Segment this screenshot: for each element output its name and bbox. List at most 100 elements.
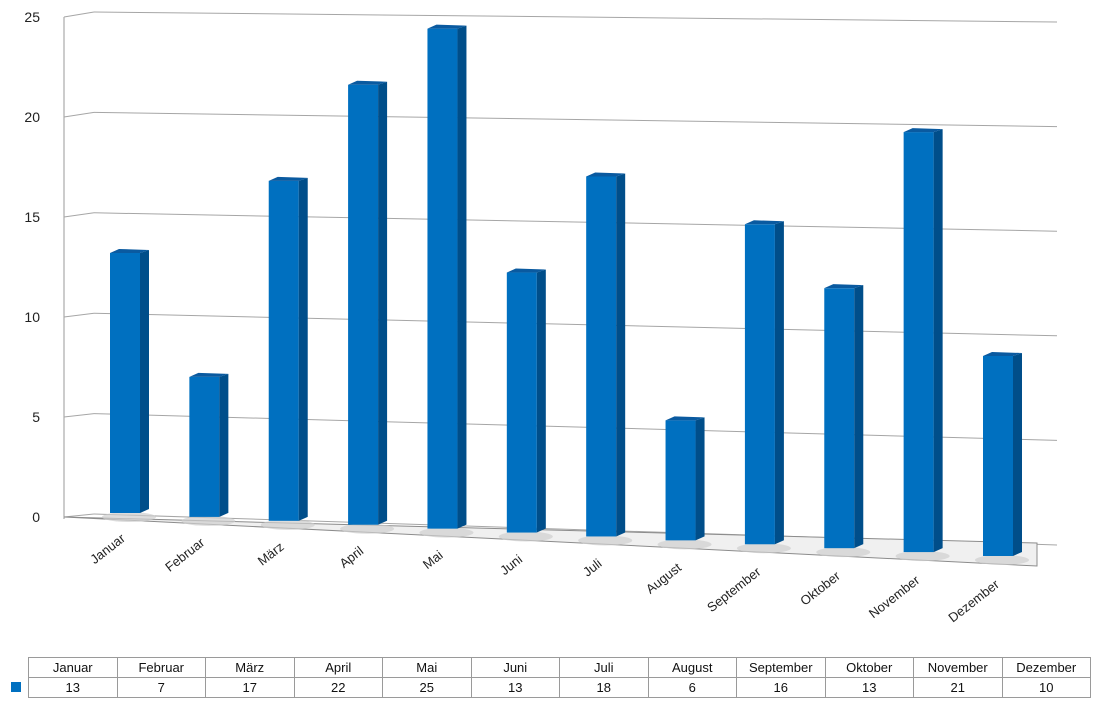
table-value-cell: 13 [28, 677, 118, 698]
bar-top [665, 416, 705, 421]
x-tick-label: Oktober [797, 568, 843, 609]
bar-märz [260, 176, 315, 530]
bar-front [824, 288, 855, 549]
gridline-wall [63, 11, 95, 18]
gridline [93, 11, 1058, 23]
bar-dezember [975, 352, 1029, 565]
bar-side [616, 173, 626, 537]
gridline-wall [63, 111, 95, 118]
y-tick-label: 20 [24, 109, 40, 125]
table-header-cell: Juli [559, 657, 649, 678]
y-tick-label: 15 [24, 209, 40, 225]
bar-side [774, 221, 784, 545]
bar-mai [419, 24, 474, 538]
gridline-wall [63, 212, 95, 218]
x-tick-label: November [866, 572, 923, 621]
bar-shadow [736, 543, 791, 554]
data-table: Januar Februar März April Mai Juni Juli August S… [28, 657, 1091, 698]
y-tick-label: 5 [32, 409, 40, 425]
x-tick-label: August [643, 560, 684, 597]
bar-november [895, 128, 950, 562]
bar-side [1013, 353, 1022, 556]
bar-side [695, 417, 705, 541]
gridline [93, 111, 1058, 128]
bar-top [506, 268, 546, 273]
gridline [93, 212, 1058, 232]
gridline-wall [63, 413, 95, 418]
bar-shadow [102, 512, 156, 522]
bar-shadow [340, 523, 395, 534]
bar-juli [578, 172, 633, 546]
bar-front [586, 176, 617, 537]
table-header-cell: Mai [382, 657, 472, 678]
gridline [93, 413, 1058, 441]
bar-top [824, 284, 864, 289]
table-value-cell: 25 [382, 677, 472, 698]
x-tick-label: Januar [87, 530, 128, 567]
bar-side [536, 269, 546, 533]
bar-top [348, 80, 388, 85]
x-tick-label: März [255, 539, 287, 569]
table-header-cell: Dezember [1001, 657, 1091, 678]
bar-oktober [816, 284, 871, 558]
bar-side [854, 285, 864, 549]
table-value-cell: 13 [470, 677, 560, 698]
table-value-cell: 10 [1001, 677, 1091, 698]
bar-side [457, 25, 467, 529]
bar-side [378, 81, 388, 525]
bar-front [983, 356, 1013, 556]
bar-front [427, 28, 458, 529]
table-header-cell: Februar [116, 657, 206, 678]
gridline-wall [63, 312, 95, 318]
table-header-cell: August [647, 657, 737, 678]
table-value-cell: 6 [647, 677, 737, 698]
bar-shadow [419, 527, 474, 538]
x-tick-label: Juni [497, 551, 525, 578]
bar-front [744, 224, 775, 545]
table-value-cell: 16 [736, 677, 826, 698]
y-axis-ticks: 0 5 10 15 20 25 [24, 9, 40, 525]
bar-top [983, 352, 1022, 356]
bar-front [348, 84, 379, 525]
bar-front [268, 180, 299, 521]
bar-shadow [816, 547, 871, 558]
bar-side [298, 177, 308, 521]
bar-top [744, 220, 784, 225]
bar-januar [102, 249, 156, 522]
bar-front [110, 253, 140, 513]
bar-shadow [181, 515, 236, 526]
data-table-header-row: Januar Februar März April Mai Juni Juli August S… [28, 657, 1091, 678]
chart-plot: 0 5 10 15 20 25 Januar Februar März April Mai Juni… [24, 9, 1058, 625]
bar-juni [498, 268, 553, 542]
table-header-cell: April [293, 657, 383, 678]
bar-august [657, 416, 712, 550]
bar-top [189, 372, 229, 377]
bar-top [427, 24, 467, 29]
bar-september [736, 220, 791, 554]
table-header-cell: Juni [470, 657, 560, 678]
y-tick-label: 25 [24, 9, 40, 25]
gridline [93, 312, 1058, 337]
bar-shadow [657, 539, 712, 550]
bar-top [110, 249, 149, 253]
bar-februar [181, 372, 236, 526]
x-tick-label: Februar [162, 534, 208, 574]
x-tick-label: September [704, 564, 764, 615]
legend-key [11, 682, 21, 692]
y-tick-label: 0 [32, 509, 40, 525]
bar-shadow [975, 555, 1029, 565]
table-value-cell: 18 [559, 677, 649, 698]
bar-shadow [895, 551, 950, 562]
table-value-cell: 13 [824, 677, 914, 698]
table-header-cell: Oktober [824, 657, 914, 678]
bar-shadow [498, 531, 553, 542]
bar-front [506, 272, 537, 533]
table-value-cell: 17 [205, 677, 295, 698]
x-tick-label: Dezember [945, 576, 1002, 625]
gridline-wall [63, 513, 95, 518]
table-value-cell: 22 [293, 677, 383, 698]
table-header-cell: September [736, 657, 826, 678]
data-table-value-row: 13 7 17 22 25 13 18 6 16 13 21 10 [28, 677, 1091, 698]
gridlines [63, 11, 1058, 546]
bar-side [219, 373, 229, 517]
